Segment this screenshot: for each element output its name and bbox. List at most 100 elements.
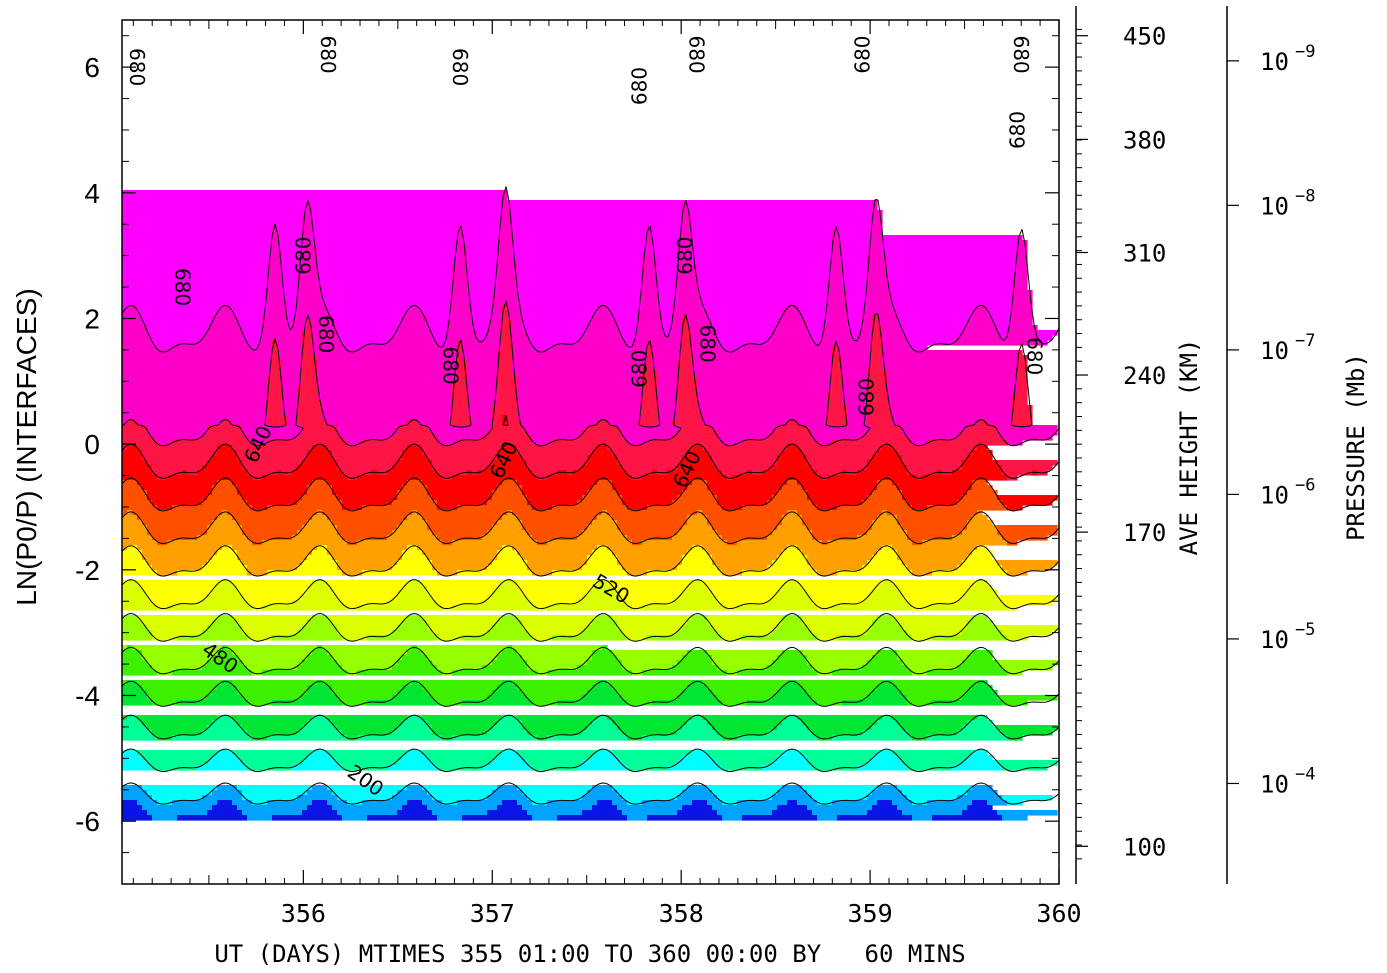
field-cell [997, 460, 1058, 466]
field-cell [827, 405, 848, 411]
field-cell [717, 435, 768, 441]
field-cell [122, 805, 143, 811]
field-cell [402, 755, 428, 761]
field-cell [677, 495, 718, 501]
field-cell [312, 225, 458, 231]
field-cell [607, 715, 693, 721]
field-cell [122, 465, 153, 471]
field-cell [1002, 765, 1048, 771]
field-cell [1017, 240, 1028, 246]
field-cell [672, 435, 718, 441]
field-cell [647, 235, 653, 241]
field-cell [902, 690, 968, 696]
field-cell [1042, 340, 1048, 346]
field-cell [832, 370, 843, 376]
field-cell [647, 240, 653, 246]
field-cell [807, 460, 868, 466]
field-cell [867, 255, 888, 261]
field-cell [807, 425, 873, 431]
field-cell [877, 800, 893, 806]
field-cell [402, 805, 428, 811]
field-cell [652, 360, 678, 366]
field-cell [787, 580, 798, 586]
field-cell [397, 430, 433, 436]
field-cell [812, 465, 868, 471]
field-cell [232, 420, 268, 426]
field-cell [532, 505, 553, 511]
field-cell [512, 340, 533, 346]
field-cell [902, 460, 963, 466]
field-cell [157, 345, 173, 351]
field-cell [237, 805, 308, 811]
field-cell [597, 750, 613, 756]
field-cell [272, 245, 278, 251]
field-cell [362, 570, 438, 576]
field-cell [722, 800, 738, 806]
field-cell [357, 670, 443, 676]
field-cell [597, 480, 613, 486]
field-cell [267, 260, 283, 266]
field-cell [532, 440, 553, 446]
field-cell [812, 695, 868, 701]
field-cell [717, 695, 773, 701]
field-cell [247, 730, 298, 736]
field-cell [522, 805, 593, 811]
field-cell [787, 480, 798, 486]
field-cell [607, 420, 638, 426]
field-cell [867, 595, 903, 601]
field-cell [127, 420, 138, 426]
field-cell [962, 760, 998, 766]
field-cell [687, 515, 708, 521]
field-cell [272, 635, 343, 641]
field-cell [677, 380, 698, 386]
field-cell [332, 315, 403, 321]
field-cell [797, 305, 828, 311]
field-cell [137, 800, 158, 806]
field-cell [782, 615, 803, 621]
field-cell [827, 540, 913, 546]
field-cell [707, 720, 783, 726]
field-cell [532, 635, 553, 641]
field-cell [782, 520, 803, 526]
field-cell [232, 480, 313, 486]
field-cell [472, 325, 488, 331]
field-cell [517, 550, 593, 556]
field-cell [927, 800, 973, 806]
field-cell [777, 325, 808, 331]
field-cell [972, 485, 993, 491]
field-cell [907, 530, 963, 536]
field-cell [427, 320, 448, 326]
field-cell [467, 290, 498, 296]
field-cell [527, 695, 583, 701]
field-cell [962, 465, 1003, 471]
field-cell [802, 620, 873, 626]
pressure-tick-exponent: −7 [1295, 331, 1315, 351]
field-cell [682, 225, 693, 231]
field-cell [682, 460, 713, 466]
field-cell [892, 715, 978, 721]
field-cell [402, 555, 428, 561]
field-cell [347, 605, 358, 611]
field-cell [842, 370, 868, 376]
field-cell [862, 315, 873, 321]
field-cell [777, 425, 808, 431]
field-cell [877, 515, 898, 521]
field-cell [677, 275, 698, 281]
field-cell [522, 720, 593, 726]
field-cell [517, 445, 598, 451]
field-cell [452, 290, 468, 296]
field-cell [212, 690, 238, 696]
field-cell [277, 345, 303, 351]
field-cell [962, 595, 998, 601]
field-cell [452, 385, 468, 391]
field-cell [902, 525, 968, 531]
field-cell [272, 345, 278, 351]
field-cell [262, 475, 348, 481]
field-cell [307, 585, 333, 591]
field-cell [627, 340, 633, 346]
field-cell [452, 275, 468, 281]
field-cell [867, 415, 893, 421]
field-cell [452, 400, 468, 406]
field-cell [297, 305, 328, 311]
field-cell [527, 630, 583, 636]
